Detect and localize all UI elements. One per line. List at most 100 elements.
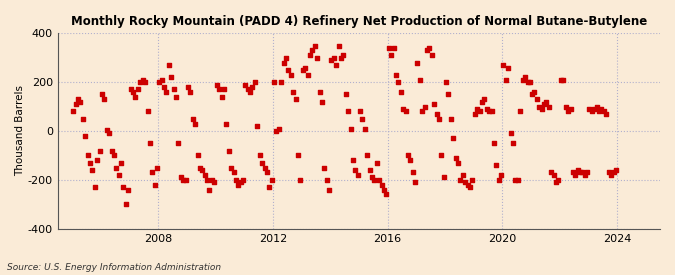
Point — [78, 117, 88, 121]
Point — [443, 92, 454, 97]
Point — [144, 141, 155, 145]
Point — [560, 104, 571, 109]
Point — [410, 180, 421, 185]
Point — [460, 180, 470, 185]
Point — [405, 158, 416, 163]
Point — [369, 178, 380, 182]
Point — [132, 87, 143, 92]
Point — [570, 173, 580, 177]
Point — [495, 173, 506, 177]
Point — [364, 168, 375, 172]
Point — [288, 90, 298, 94]
Point — [140, 80, 151, 84]
Point — [209, 180, 220, 185]
Point — [326, 58, 337, 62]
Point — [317, 100, 327, 104]
Point — [455, 178, 466, 182]
Point — [180, 178, 191, 182]
Point — [178, 178, 189, 182]
Point — [515, 109, 526, 114]
Point — [584, 107, 595, 111]
Text: Source: U.S. Energy Information Administration: Source: U.S. Energy Information Administ… — [7, 263, 221, 272]
Point — [354, 109, 365, 114]
Point — [236, 180, 246, 185]
Point — [190, 122, 200, 126]
Point — [221, 122, 232, 126]
Point — [469, 112, 480, 116]
Point — [462, 183, 473, 187]
Point — [273, 126, 284, 131]
Point — [152, 165, 163, 170]
Point — [161, 90, 172, 94]
Point — [142, 109, 153, 114]
Point — [493, 178, 504, 182]
Point — [532, 97, 543, 101]
Point — [438, 175, 449, 180]
Point — [448, 136, 458, 141]
Point — [472, 107, 483, 111]
Y-axis label: Thousand Barrels: Thousand Barrels — [15, 86, 25, 177]
Point — [345, 126, 356, 131]
Point — [402, 153, 413, 158]
Point — [267, 178, 277, 182]
Point — [526, 92, 537, 97]
Point — [125, 87, 136, 92]
Point — [149, 183, 160, 187]
Point — [589, 107, 599, 111]
Point — [75, 100, 86, 104]
Point — [489, 141, 500, 145]
Point — [73, 97, 84, 101]
Point — [111, 165, 122, 170]
Point — [182, 85, 193, 89]
Point — [168, 87, 179, 92]
Point — [80, 134, 90, 138]
Point — [390, 73, 401, 77]
Point — [503, 65, 514, 70]
Point — [484, 109, 495, 114]
Point — [159, 85, 169, 89]
Point — [558, 78, 568, 82]
Point — [381, 192, 392, 197]
Point — [398, 107, 408, 111]
Point — [534, 104, 545, 109]
Point — [348, 158, 358, 163]
Point — [374, 178, 385, 182]
Point — [130, 95, 141, 99]
Point — [551, 180, 562, 185]
Point — [505, 131, 516, 136]
Point — [295, 178, 306, 182]
Point — [419, 104, 430, 109]
Point — [135, 80, 146, 84]
Point — [104, 131, 115, 136]
Point — [512, 178, 523, 182]
Point — [412, 60, 423, 65]
Point — [204, 187, 215, 192]
Point — [202, 178, 213, 182]
Point — [429, 102, 439, 106]
Point — [109, 153, 119, 158]
Point — [271, 129, 281, 133]
Point — [385, 53, 396, 57]
Point — [194, 165, 205, 170]
Point — [219, 87, 230, 92]
Point — [101, 128, 112, 132]
Point — [281, 56, 292, 60]
Point — [137, 78, 148, 82]
Point — [587, 109, 597, 114]
Point — [537, 107, 547, 111]
Point — [106, 148, 117, 153]
Point — [556, 78, 566, 82]
Point — [467, 178, 478, 182]
Point — [95, 148, 105, 153]
Point — [225, 165, 236, 170]
Point — [230, 178, 241, 182]
Point — [453, 161, 464, 165]
Point — [99, 97, 109, 101]
Point — [475, 109, 485, 114]
Point — [247, 85, 258, 89]
Point — [121, 202, 132, 207]
Point — [113, 173, 124, 177]
Point — [599, 109, 610, 114]
Point — [197, 168, 208, 172]
Point — [610, 168, 621, 172]
